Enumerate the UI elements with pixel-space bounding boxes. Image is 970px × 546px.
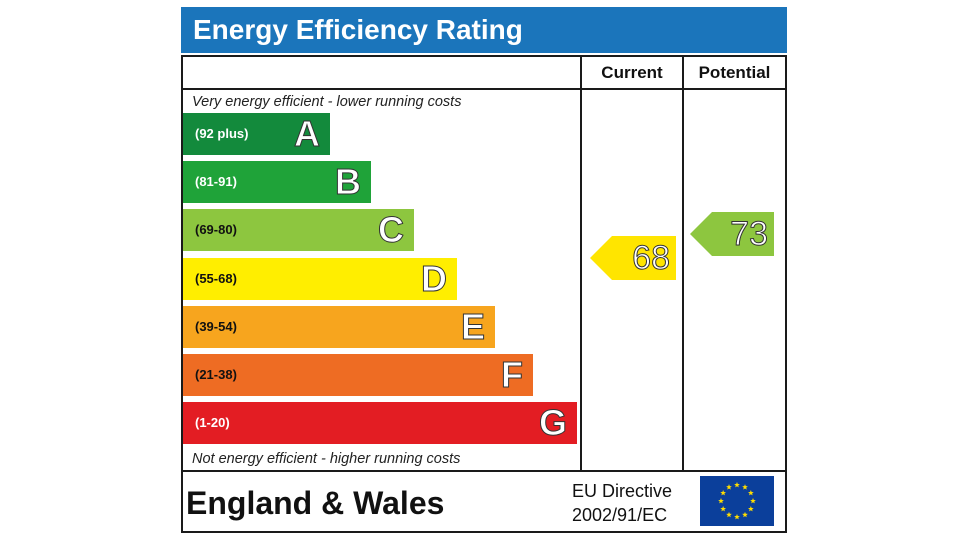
header-row-divider	[181, 88, 787, 90]
potential-rating-value: 73	[730, 215, 769, 254]
inefficient-note: Not energy efficient - higher running co…	[192, 451, 461, 467]
region-label: England & Wales	[186, 485, 445, 521]
directive-line-2: 2002/91/EC	[572, 505, 668, 525]
eu-star-icon	[726, 511, 732, 518]
potential-column-header: Potential	[698, 63, 771, 82]
eu-star-icon	[726, 484, 732, 490]
rating-band-b: (81-91) B	[183, 161, 371, 203]
rating-band-f: (21-38) F	[183, 354, 533, 396]
eu-star-icon	[720, 490, 726, 496]
potential-rating-value-box: 73	[690, 212, 774, 256]
band-range-label: (21-38)	[195, 367, 237, 382]
eu-star-icon	[748, 490, 754, 496]
current-rating-value-box: 68	[590, 236, 676, 280]
band-letter: D	[421, 258, 448, 300]
band-range-label: (55-68)	[195, 271, 237, 286]
band-letter: E	[460, 306, 485, 348]
rating-band-d: (55-68) D	[183, 258, 457, 300]
band-letter: B	[335, 161, 362, 203]
band-letter: C	[378, 209, 405, 251]
eu-star-icon	[734, 514, 740, 520]
current-rating-value: 68	[632, 239, 671, 278]
eu-star-icon	[742, 511, 748, 518]
eu-star-icon	[748, 506, 754, 512]
band-letter: A	[294, 113, 321, 155]
band-letter: F	[501, 354, 524, 396]
band-range-label: (39-54)	[195, 319, 237, 334]
chart-title: Energy Efficiency Rating	[181, 7, 787, 53]
eu-flag-icon	[700, 476, 774, 526]
eu-star-icon	[742, 484, 748, 490]
potential-rating-arrow	[690, 212, 774, 256]
chart-frame	[181, 55, 787, 533]
band-range-label: (81-91)	[195, 174, 237, 189]
eu-star-icon	[734, 482, 740, 488]
eu-star-icon	[750, 498, 756, 504]
eu-star-icon	[718, 498, 724, 504]
rating-band-c: (69-80) C	[183, 209, 414, 251]
current-rating-arrow	[590, 236, 676, 280]
rating-band-a: (92 plus) A	[183, 113, 330, 155]
current-column-header: Current	[601, 63, 663, 82]
rating-band-g: (1-20) G	[183, 402, 577, 444]
footer-divider	[181, 470, 787, 472]
band-letter: G	[538, 402, 567, 444]
rating-band-e: (39-54) E	[183, 306, 495, 348]
efficient-note: Very energy efficient - lower running co…	[192, 94, 462, 110]
band-range-label: (69-80)	[195, 222, 237, 237]
directive-line-1: EU Directive	[572, 481, 673, 501]
potential-column-divider	[682, 55, 684, 472]
eu-star-icon	[720, 506, 726, 512]
current-column-divider	[580, 55, 582, 472]
band-range-label: (1-20)	[195, 415, 230, 430]
band-range-label: (92 plus)	[195, 126, 249, 141]
